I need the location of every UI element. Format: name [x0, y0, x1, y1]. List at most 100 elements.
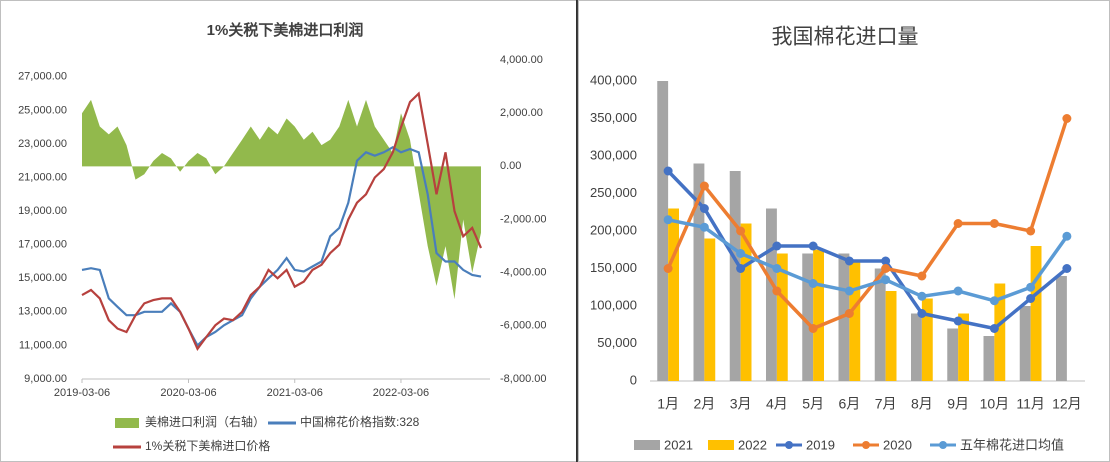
y2-tick-label: 0.00 — [500, 160, 521, 172]
y-tick-label: 25,000.00 — [18, 104, 67, 116]
point — [989, 324, 999, 333]
chart-title: 1%关税下美棉进口利润 — [207, 21, 364, 39]
y-tick-label: 200,000 — [590, 222, 637, 237]
bar — [729, 171, 741, 381]
y-tick-label: 300,000 — [590, 147, 637, 162]
point — [989, 296, 999, 306]
point — [844, 309, 854, 318]
legend-label: 2019 — [806, 437, 835, 452]
point — [953, 286, 963, 296]
point — [736, 249, 746, 258]
y-tick-label: 15,000.00 — [18, 272, 67, 284]
bar — [983, 336, 995, 381]
x-tick-label: 10月 — [980, 396, 1010, 412]
point — [1026, 294, 1036, 303]
x-tick-label: 9月 — [947, 396, 969, 412]
bar — [657, 81, 669, 381]
point — [808, 324, 818, 333]
point — [1062, 114, 1072, 123]
x-tick-label: 6月 — [838, 396, 860, 412]
x-tick-label: 12月 — [1052, 396, 1082, 412]
point — [663, 166, 673, 176]
bar — [693, 163, 705, 381]
point — [808, 241, 818, 251]
point — [699, 204, 709, 213]
bar — [1030, 246, 1042, 381]
x-tick-label: 11月 — [1016, 396, 1045, 412]
legend-label: 中国棉花价格指数:328 — [300, 414, 420, 429]
y-tick-label: 19,000.00 — [18, 205, 67, 217]
y-tick-label: 250,000 — [590, 185, 637, 200]
x-tick-label: 7月 — [875, 396, 897, 412]
point — [699, 181, 709, 191]
bar — [958, 313, 969, 381]
area — [82, 99, 481, 300]
y-tick-label: 400,000 — [590, 72, 637, 87]
bar — [921, 298, 933, 381]
bar — [1019, 306, 1031, 381]
bar — [668, 208, 679, 381]
legend-label: 2021 — [664, 437, 693, 452]
line — [667, 218, 1069, 303]
x-tick-label: 3月 — [730, 396, 752, 412]
y-tick-label: 9,000.00 — [24, 373, 67, 385]
y-tick-label: 350,000 — [590, 110, 637, 125]
point — [772, 241, 782, 251]
y-tick-label: 21,000.00 — [18, 171, 67, 183]
legend-swatch — [634, 440, 660, 450]
y2-tick-label: -2,000.00 — [500, 213, 546, 225]
bar — [1056, 276, 1067, 381]
y2-tick-label: 2,000.00 — [500, 107, 543, 119]
legend-swatch — [785, 441, 793, 449]
x-tick-label: 5月 — [802, 396, 824, 412]
bar — [740, 223, 752, 381]
point — [917, 271, 927, 281]
legend-label: 五年棉花进口均值 — [960, 437, 1064, 452]
point — [736, 226, 746, 236]
legend-label: 2020 — [883, 437, 912, 452]
legend-label: 2022 — [738, 437, 767, 452]
legend-label: 1%关税下美棉进口价格 — [145, 438, 270, 453]
bar — [874, 268, 886, 381]
point — [989, 219, 999, 228]
y-tick-label: 0 — [630, 372, 637, 387]
legend-swatch — [862, 441, 870, 449]
y-tick-label: 17,000.00 — [18, 239, 67, 251]
y-tick-label: 11,000.00 — [19, 339, 67, 351]
bar — [885, 291, 897, 381]
legend-swatch — [939, 441, 947, 449]
x-tick-label: 2021-03-06 — [267, 387, 323, 399]
point — [663, 215, 673, 225]
y-tick-label: 23,000.00 — [18, 138, 67, 150]
legend-swatch — [708, 440, 734, 450]
point — [808, 279, 818, 288]
bar — [813, 249, 824, 381]
bar — [776, 253, 788, 381]
y2-tick-label: -8,000.00 — [500, 373, 546, 385]
y-tick-label: 150,000 — [590, 260, 637, 275]
bar — [766, 208, 777, 381]
bar — [994, 283, 1006, 381]
bar — [911, 313, 922, 381]
point — [881, 275, 891, 285]
chart-title: 我国棉花进口量 — [772, 26, 919, 49]
y-tick-label: 27,000.00 — [18, 71, 67, 83]
line — [666, 169, 1069, 331]
point — [844, 286, 854, 296]
point — [953, 219, 963, 228]
point — [772, 286, 782, 296]
point — [736, 264, 746, 273]
y2-tick-label: 4,000.00 — [500, 54, 543, 66]
x-tick-label: 2月 — [693, 396, 715, 412]
bar — [947, 328, 959, 381]
y-tick-label: 13,000.00 — [18, 306, 67, 318]
legend-swatch — [115, 418, 139, 428]
x-tick-label: 2020-03-06 — [160, 387, 216, 399]
point — [1062, 231, 1072, 241]
y-tick-label: 50,000 — [597, 335, 637, 350]
y2-tick-label: -4,000.00 — [500, 267, 546, 279]
x-tick-label: 2019-03-06 — [54, 387, 110, 399]
x-tick-label: 8月 — [911, 396, 933, 412]
bar — [849, 261, 861, 381]
